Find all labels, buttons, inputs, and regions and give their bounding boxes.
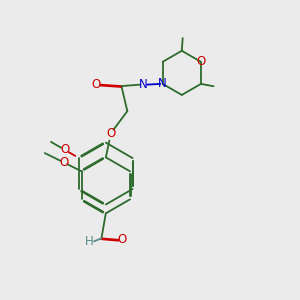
Text: O: O xyxy=(92,78,101,91)
Text: O: O xyxy=(60,143,70,157)
Text: H: H xyxy=(85,235,94,248)
Text: N: N xyxy=(158,77,167,90)
Text: O: O xyxy=(117,233,127,246)
Text: O: O xyxy=(196,55,206,68)
Text: O: O xyxy=(59,156,69,169)
Text: N: N xyxy=(139,78,148,91)
Text: O: O xyxy=(106,127,116,140)
